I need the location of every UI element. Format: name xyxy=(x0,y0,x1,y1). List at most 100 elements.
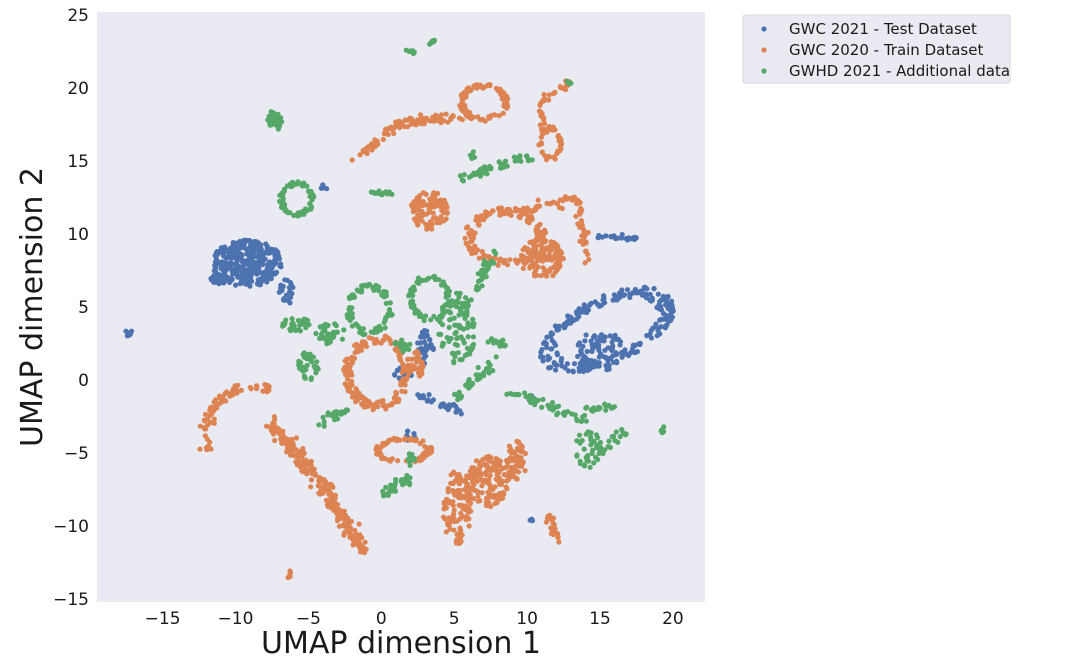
data-point xyxy=(315,483,321,489)
data-point xyxy=(263,249,269,255)
data-point xyxy=(270,247,276,253)
data-point xyxy=(403,342,409,348)
data-point xyxy=(579,233,585,239)
y-tick-label: −15 xyxy=(53,590,89,610)
data-point xyxy=(351,355,358,361)
data-point xyxy=(428,399,434,405)
data-point xyxy=(235,251,241,257)
data-point xyxy=(583,418,589,424)
data-point xyxy=(302,353,308,359)
data-point xyxy=(657,331,663,337)
data-point xyxy=(316,422,322,428)
data-point xyxy=(266,113,272,119)
data-point xyxy=(322,481,328,487)
data-point xyxy=(441,506,447,512)
data-point xyxy=(549,337,555,343)
data-point xyxy=(420,277,426,283)
data-point xyxy=(446,515,452,521)
data-point xyxy=(613,429,619,435)
data-point xyxy=(379,292,385,298)
data-point xyxy=(453,403,459,409)
data-point xyxy=(454,300,460,306)
data-point xyxy=(626,235,633,242)
data-point xyxy=(588,434,594,440)
data-point xyxy=(544,273,550,279)
data-point xyxy=(308,188,314,194)
data-point xyxy=(468,347,474,353)
data-point xyxy=(124,333,130,339)
data-point xyxy=(665,293,671,300)
data-point xyxy=(550,273,556,279)
data-point xyxy=(419,329,425,335)
data-point xyxy=(271,414,277,420)
data-point xyxy=(431,313,437,319)
data-point xyxy=(290,321,296,327)
data-point xyxy=(297,328,303,334)
data-point xyxy=(526,214,532,220)
data-point xyxy=(607,444,614,451)
data-point xyxy=(520,448,526,455)
data-point xyxy=(345,376,351,382)
data-point xyxy=(451,469,457,475)
data-point xyxy=(571,361,578,367)
data-point xyxy=(490,208,496,214)
data-point xyxy=(425,345,431,351)
x-tick-label: −5 xyxy=(296,609,321,629)
data-point xyxy=(557,257,563,263)
data-point xyxy=(577,224,583,230)
data-point xyxy=(202,411,209,417)
data-point xyxy=(515,469,522,475)
data-point xyxy=(283,292,289,298)
data-point xyxy=(286,285,292,291)
data-point xyxy=(647,291,653,297)
data-point xyxy=(535,237,541,243)
data-point xyxy=(474,471,480,477)
data-point xyxy=(487,483,493,489)
data-point xyxy=(386,306,393,313)
y-tick-label: −5 xyxy=(64,444,89,464)
data-point xyxy=(577,209,583,215)
data-point xyxy=(483,495,489,502)
data-point xyxy=(238,387,244,393)
data-point xyxy=(464,111,470,117)
data-point xyxy=(278,192,284,199)
data-point xyxy=(496,113,502,119)
data-point xyxy=(258,246,264,252)
data-point xyxy=(410,286,416,292)
data-point xyxy=(584,348,590,355)
data-point xyxy=(607,333,613,339)
data-point xyxy=(417,120,424,126)
data-point xyxy=(556,323,562,329)
data-point xyxy=(397,437,403,443)
data-point xyxy=(634,349,641,355)
data-point xyxy=(353,531,359,537)
data-point xyxy=(211,273,217,279)
data-point xyxy=(301,316,307,322)
data-point xyxy=(225,261,232,267)
y-axis-title: UMAP dimension 2 xyxy=(15,167,50,447)
data-point xyxy=(539,404,545,410)
data-point xyxy=(559,363,565,369)
data-point xyxy=(291,453,297,459)
data-point xyxy=(418,334,424,340)
data-point xyxy=(349,390,356,396)
data-point xyxy=(408,367,415,374)
data-point xyxy=(578,351,585,357)
data-point xyxy=(553,367,559,373)
data-point xyxy=(327,491,333,497)
data-point xyxy=(493,338,499,344)
data-point xyxy=(555,410,561,416)
data-point xyxy=(254,271,260,277)
data-point xyxy=(606,362,612,369)
x-axis-title: UMAP dimension 1 xyxy=(261,626,541,661)
data-point xyxy=(592,299,598,305)
data-point xyxy=(507,257,513,263)
data-point xyxy=(370,407,376,413)
data-point xyxy=(214,405,220,411)
data-point xyxy=(427,221,433,227)
data-point xyxy=(610,297,616,303)
data-point xyxy=(331,498,337,504)
data-point xyxy=(454,537,460,543)
data-point xyxy=(381,493,387,499)
data-point xyxy=(212,278,218,284)
